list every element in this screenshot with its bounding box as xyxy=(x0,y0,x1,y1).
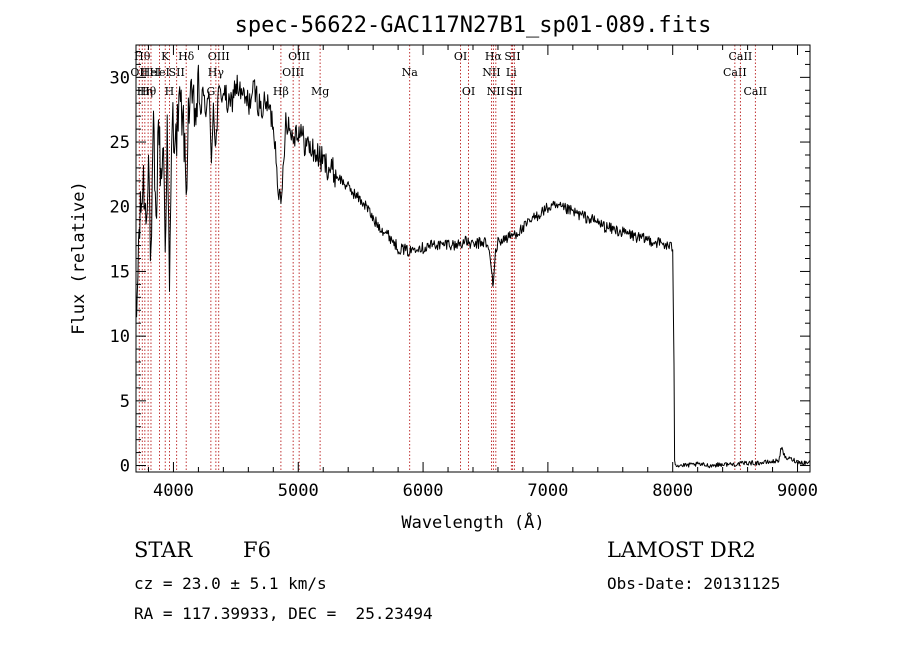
y-tick-label-1: 5 xyxy=(120,392,130,412)
x-tick-label-1: 5000 xyxy=(278,481,319,501)
y-tick-label-6: 30 xyxy=(110,68,130,88)
line-marker-label-6: K xyxy=(161,50,170,63)
line-marker-label-19: OI xyxy=(462,85,475,98)
line-marker-label-25: SII xyxy=(506,85,522,98)
survey-name: LAMOST DR2 xyxy=(607,538,756,562)
x-tick-label-0: 4000 xyxy=(153,481,194,501)
line-marker-label-20: NII xyxy=(482,66,500,79)
line-marker-label-1: Hθ xyxy=(134,50,151,63)
subclass: F6 xyxy=(243,538,271,562)
line-marker-label-8: SII xyxy=(169,66,185,79)
spectrum-layer xyxy=(135,64,811,469)
line-marker-label-2: Hη xyxy=(137,85,153,98)
y-tick-label-2: 10 xyxy=(110,327,130,347)
emission-line-markers: OIIHθHηHθHeIHeIKHSIIHδGHγOIIIHβOIIIOIIIM… xyxy=(130,45,767,472)
line-marker-label-27: CaII xyxy=(729,50,753,63)
spectrum-line xyxy=(135,64,811,469)
x-axis-label: Wavelength (Å) xyxy=(401,511,544,533)
line-marker-label-28: CaII xyxy=(743,85,767,98)
line-marker-label-11: Hγ xyxy=(208,66,225,79)
y-tick-label-5: 25 xyxy=(110,133,130,153)
line-marker-label-14: OIII xyxy=(282,66,304,79)
line-marker-label-5: HeI xyxy=(149,66,169,79)
x-tick-label-5: 9000 xyxy=(777,481,818,501)
y-tick-label-0: 0 xyxy=(120,457,130,477)
line-marker-label-10: G xyxy=(206,85,215,98)
line-marker-label-0: OII xyxy=(130,66,148,79)
line-marker-label-16: Mg xyxy=(311,85,329,98)
axis-ticks: 4000 5000 6000 7000 8000 9000 0 5 10 15 20 25 30 xyxy=(110,45,818,501)
line-marker-label-15: OIII xyxy=(288,50,310,63)
y-tick-label-3: 15 xyxy=(110,262,130,282)
redshift-cz: cz = 23.0 ± 5.1 km/s xyxy=(134,574,327,593)
plot-frame xyxy=(135,44,811,473)
line-marker-label-18: OI xyxy=(454,50,467,63)
x-tick-label-3: 7000 xyxy=(527,481,568,501)
y-axis-label: Flux (relative) xyxy=(69,181,89,335)
coordinates: RA = 117.39933, DEC = 25.23494 xyxy=(134,604,433,623)
line-marker-label-3: Hθ xyxy=(140,85,157,98)
object-class: STAR xyxy=(134,538,193,562)
line-marker-label-21: Hα xyxy=(485,50,503,63)
line-marker-label-4: HeI xyxy=(141,66,161,79)
line-marker-label-26: CaII xyxy=(723,66,747,79)
line-marker-label-13: Hβ xyxy=(273,85,289,98)
x-tick-label-2: 6000 xyxy=(403,481,444,501)
line-marker-label-9: Hδ xyxy=(178,50,195,63)
line-marker-label-12: OIII xyxy=(208,50,230,63)
chart-title: spec-56622-GAC117N27B1_sp01-089.fits xyxy=(235,13,712,38)
line-marker-label-7: H xyxy=(165,85,175,98)
line-marker-label-24: SII xyxy=(504,50,520,63)
x-tick-label-4: 8000 xyxy=(652,481,693,501)
line-marker-label-22: NII xyxy=(487,85,505,98)
line-marker-label-23: Li xyxy=(506,66,517,79)
y-tick-label-4: 20 xyxy=(110,198,130,218)
obs-date: Obs-Date: 20131125 xyxy=(607,574,781,593)
line-marker-label-17: Na xyxy=(402,66,419,79)
